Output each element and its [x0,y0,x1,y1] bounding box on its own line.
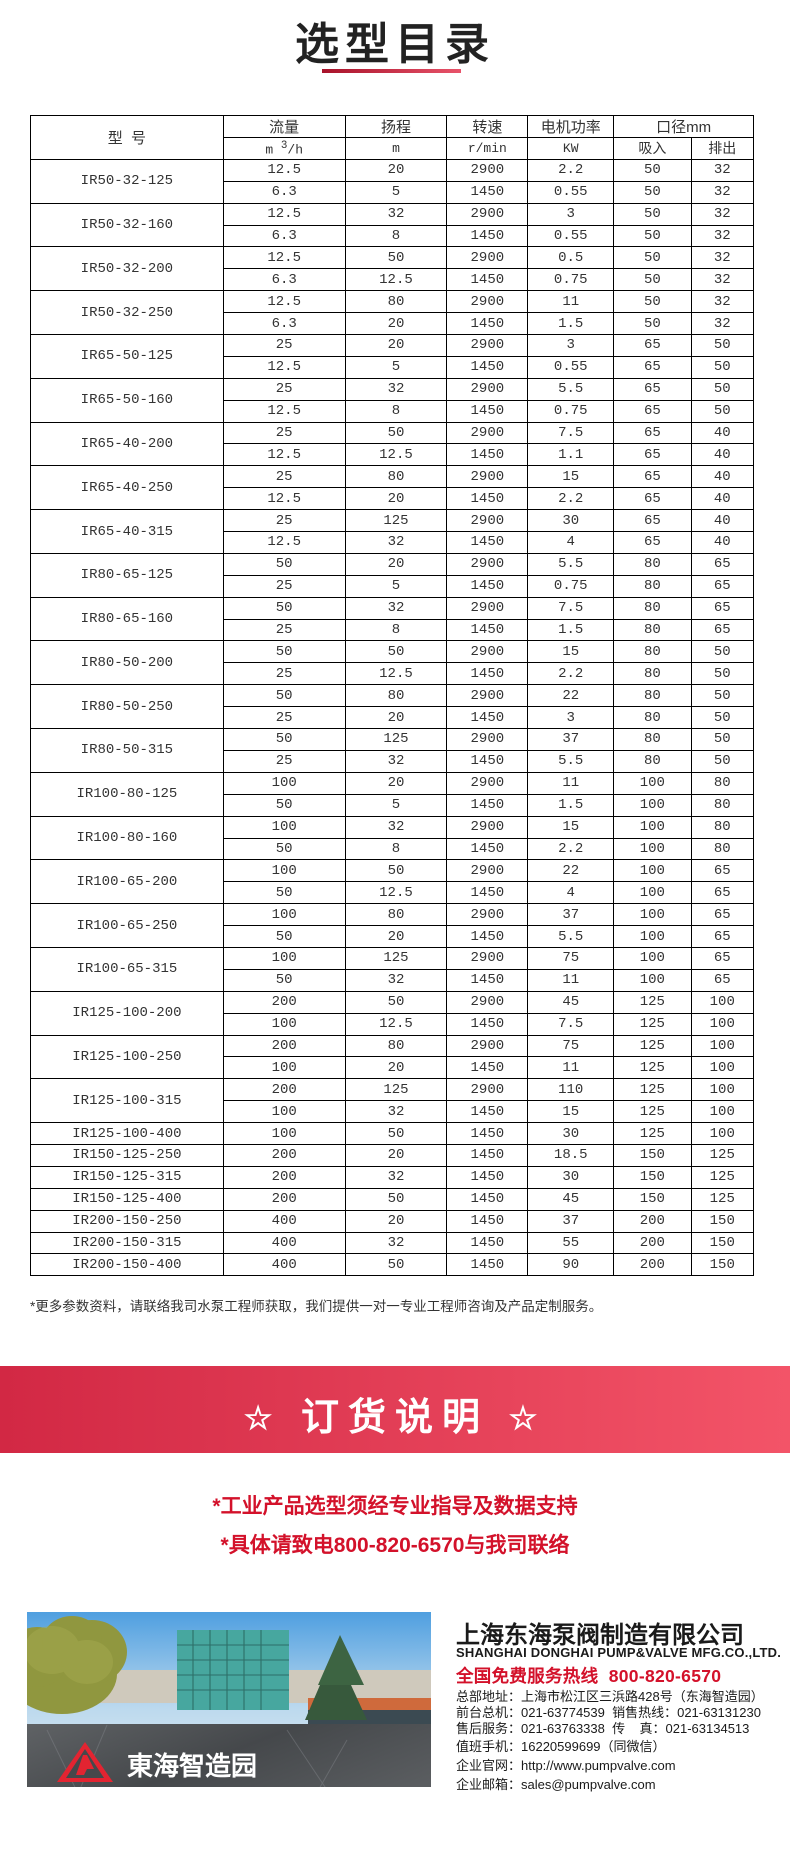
svg-text:東海智造园: 東海智造园 [127,1751,257,1781]
